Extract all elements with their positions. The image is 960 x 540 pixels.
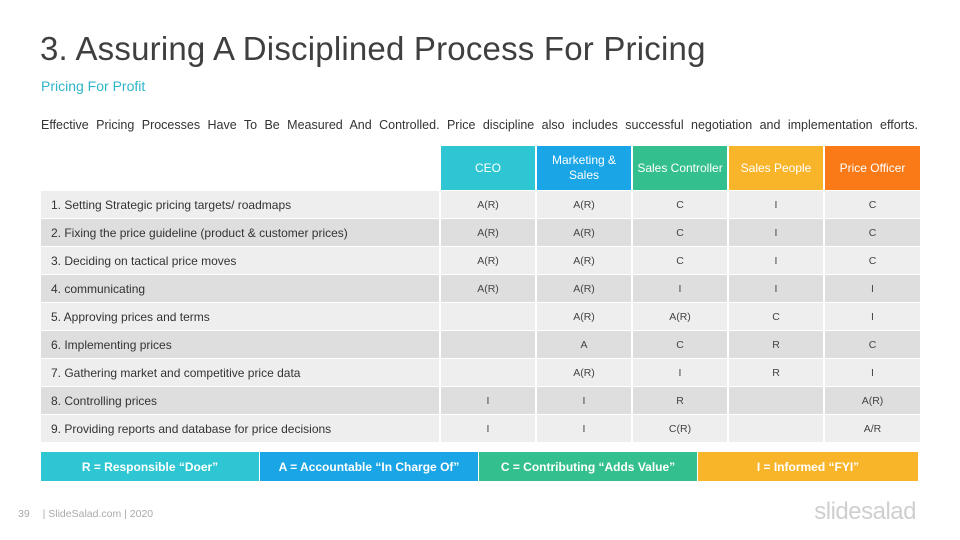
legend-contributing: C = Contributing “Adds Value” xyxy=(479,452,698,481)
table-cell: A(R) xyxy=(441,275,535,302)
row-label: 4. communicating xyxy=(41,275,439,302)
table-cell: A xyxy=(537,331,631,358)
table-cell: I xyxy=(441,387,535,414)
table-cell: A(R) xyxy=(537,275,631,302)
table-cell: C xyxy=(825,219,920,246)
raci-table: CEO Marketing & Sales Sales Controller S… xyxy=(41,146,920,442)
page-title: 3. Assuring A Disciplined Process For Pr… xyxy=(40,30,706,67)
table-cell: C xyxy=(825,191,920,218)
table-cell: I xyxy=(825,275,920,302)
table-cell: C(R) xyxy=(633,415,727,442)
header-sales-controller: Sales Controller xyxy=(633,146,727,190)
table-cell: C xyxy=(729,303,823,330)
header-sales-people: Sales People xyxy=(729,146,823,190)
raci-legend: R = Responsible “Doer” A = Accountable “… xyxy=(41,452,918,481)
table-cell: I xyxy=(729,275,823,302)
footer-credit: | SlideSalad.com | 2020 xyxy=(42,508,154,520)
table-cell: C xyxy=(633,191,727,218)
page-number: 39 xyxy=(18,508,30,520)
row-label: 1. Setting Strategic pricing targets/ ro… xyxy=(41,191,439,218)
table-cell xyxy=(441,331,535,358)
row-label: 6. Implementing prices xyxy=(41,331,439,358)
table-cell: A(R) xyxy=(441,247,535,274)
table-cell xyxy=(441,359,535,386)
table-cell: R xyxy=(729,359,823,386)
table-cell: A(R) xyxy=(633,303,727,330)
table-cell: A(R) xyxy=(537,191,631,218)
table-cell: A(R) xyxy=(537,303,631,330)
table-cell: I xyxy=(825,359,920,386)
table-cell: A/R xyxy=(825,415,920,442)
table-cell: I xyxy=(729,247,823,274)
header-blank xyxy=(41,146,439,190)
table-cell: A(R) xyxy=(537,359,631,386)
table-cell xyxy=(729,415,823,442)
row-label: 5. Approving prices and terms xyxy=(41,303,439,330)
row-label: 3. Deciding on tactical price moves xyxy=(41,247,439,274)
table-cell: C xyxy=(633,331,727,358)
table-cell: I xyxy=(633,275,727,302)
table-cell: C xyxy=(633,247,727,274)
table-cell: A(R) xyxy=(441,219,535,246)
legend-accountable: A = Accountable “In Charge Of” xyxy=(260,452,479,481)
legend-informed: I = Informed “FYI” xyxy=(698,452,918,481)
header-marketing-sales: Marketing & Sales xyxy=(537,146,631,190)
table-cell: R xyxy=(633,387,727,414)
table-cell: C xyxy=(825,247,920,274)
header-price-officer: Price Officer xyxy=(825,146,920,190)
legend-responsible: R = Responsible “Doer” xyxy=(41,452,260,481)
table-cell: I xyxy=(729,219,823,246)
row-label: 2. Fixing the price guideline (product &… xyxy=(41,219,439,246)
header-ceo: CEO xyxy=(441,146,535,190)
table-cell xyxy=(441,303,535,330)
table-cell: C xyxy=(825,331,920,358)
table-cell: I xyxy=(537,415,631,442)
table-cell: C xyxy=(633,219,727,246)
table-cell: I xyxy=(441,415,535,442)
table-cell: A(R) xyxy=(537,219,631,246)
table-cell: A(R) xyxy=(537,247,631,274)
table-cell: I xyxy=(537,387,631,414)
table-cell: A(R) xyxy=(441,191,535,218)
table-cell: A(R) xyxy=(825,387,920,414)
brand-logo: slidesalad xyxy=(814,498,916,525)
table-cell: I xyxy=(633,359,727,386)
page-subtitle: Pricing For Profit xyxy=(41,78,146,94)
intro-paragraph: Effective Pricing Processes Have To Be M… xyxy=(41,118,918,132)
table-cell: R xyxy=(729,331,823,358)
footer: 39 | SlideSalad.com | 2020 xyxy=(18,508,153,520)
row-label: 7. Gathering market and competitive pric… xyxy=(41,359,439,386)
table-cell: I xyxy=(825,303,920,330)
table-cell xyxy=(729,387,823,414)
row-label: 9. Providing reports and database for pr… xyxy=(41,415,439,442)
table-cell: I xyxy=(729,191,823,218)
row-label: 8. Controlling prices xyxy=(41,387,439,414)
